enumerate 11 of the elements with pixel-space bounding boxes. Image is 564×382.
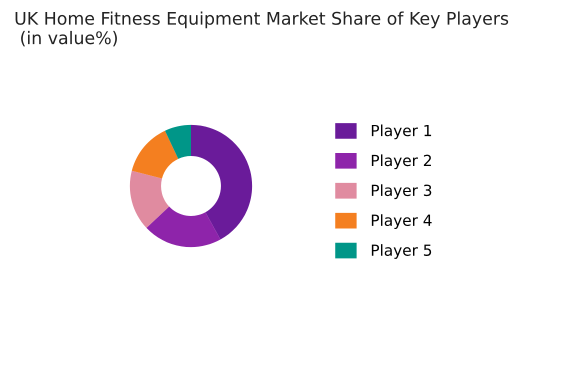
legend-label: Player 5 [372,244,432,259]
legend-label: Player 4 [372,214,432,229]
donut-slice [191,124,252,240]
legend-label: Player 3 [372,184,432,200]
legend-label: Player 2 [372,154,431,170]
donut-slice [164,124,191,159]
donut-slice [130,170,170,228]
chart-title: UK Home Fitness Equipment Market Share of Key Players (in value%) [16,11,508,46]
donut-slice [146,206,220,248]
donut-slice [132,130,178,179]
legend-label: Player 1 [372,124,432,140]
